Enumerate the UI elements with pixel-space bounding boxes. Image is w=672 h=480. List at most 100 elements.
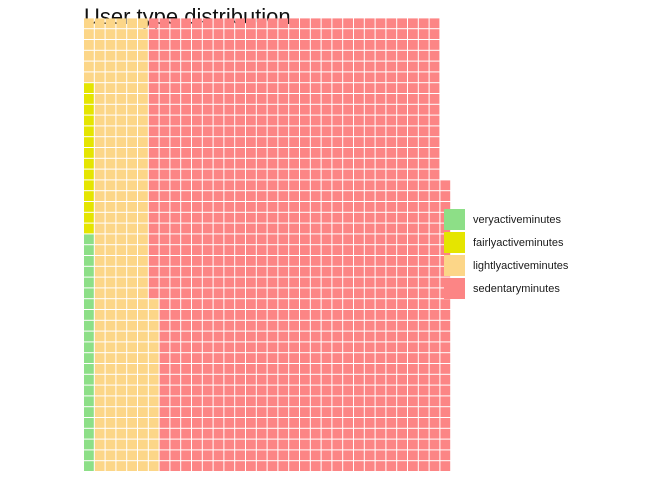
waffle-square-sedentaryminutes [408,50,418,61]
waffle-square-lightlyactiveminutes [105,428,116,439]
waffle-square-sedentaryminutes [289,461,299,471]
waffle-square-sedentaryminutes [170,461,181,471]
waffle-square-sedentaryminutes [278,148,289,158]
waffle-square-sedentaryminutes [310,320,321,331]
waffle-square-sedentaryminutes [148,191,159,201]
waffle-square-sedentaryminutes [310,148,321,158]
waffle-square-sedentaryminutes [181,94,191,104]
waffle-square-sedentaryminutes [440,374,451,385]
waffle-square-sedentaryminutes [289,407,299,417]
legend-item: sedentaryminutes [444,277,568,300]
waffle-square-sedentaryminutes [213,191,224,201]
waffle-square-sedentaryminutes [159,256,170,266]
waffle-square-sedentaryminutes [321,202,332,212]
waffle-square-lightlyactiveminutes [116,310,127,320]
waffle-square-sedentaryminutes [246,310,256,320]
waffle-square-sedentaryminutes [310,115,321,126]
waffle-square-sedentaryminutes [246,40,256,50]
waffle-square-sedentaryminutes [354,428,364,439]
waffle-square-lightlyactiveminutes [105,385,116,396]
waffle-square-sedentaryminutes [386,148,397,158]
waffle-square-sedentaryminutes [408,320,418,331]
waffle-square-lightlyactiveminutes [116,245,127,255]
waffle-square-sedentaryminutes [397,299,407,309]
waffle-square-sedentaryminutes [332,277,343,288]
waffle-square-sedentaryminutes [213,202,224,212]
waffle-square-lightlyactiveminutes [105,277,116,288]
waffle-square-sedentaryminutes [375,320,386,331]
waffle-square-sedentaryminutes [289,245,299,255]
waffle-square-lightlyactiveminutes [116,428,127,439]
waffle-square-sedentaryminutes [332,137,343,147]
waffle-square-sedentaryminutes [181,169,191,180]
waffle-square-sedentaryminutes [354,310,364,320]
waffle-square-lightlyactiveminutes [148,450,159,461]
waffle-square-lightlyactiveminutes [105,50,116,61]
waffle-square-sedentaryminutes [408,364,418,374]
waffle-square-sedentaryminutes [181,148,191,158]
waffle-square-lightlyactiveminutes [94,310,105,320]
waffle-square-sedentaryminutes [278,374,289,385]
waffle-square-lightlyactiveminutes [127,223,137,234]
waffle-square-lightlyactiveminutes [105,299,116,309]
waffle-square-lightlyactiveminutes [94,148,105,158]
waffle-square-sedentaryminutes [343,353,353,363]
waffle-square-sedentaryminutes [246,418,256,428]
waffle-square-sedentaryminutes [408,331,418,342]
waffle-square-sedentaryminutes [332,169,343,180]
waffle-square-sedentaryminutes [256,94,267,104]
waffle-square-lightlyactiveminutes [138,137,148,147]
waffle-square-lightlyactiveminutes [148,320,159,331]
waffle-square-sedentaryminutes [375,353,386,363]
waffle-square-sedentaryminutes [397,256,407,266]
waffle-square-sedentaryminutes [375,396,386,407]
waffle-square-sedentaryminutes [429,277,440,288]
waffle-square-lightlyactiveminutes [105,18,116,29]
waffle-square-sedentaryminutes [364,385,375,396]
waffle-square-sedentaryminutes [289,374,299,385]
waffle-square-sedentaryminutes [256,428,267,439]
waffle-square-sedentaryminutes [397,310,407,320]
waffle-square-sedentaryminutes [310,418,321,428]
waffle-square-sedentaryminutes [429,428,440,439]
waffle-square-sedentaryminutes [310,331,321,342]
waffle-square-sedentaryminutes [213,331,224,342]
waffle-square-sedentaryminutes [440,364,451,374]
waffle-square-sedentaryminutes [289,158,299,169]
waffle-square-sedentaryminutes [192,191,202,201]
waffle-square-sedentaryminutes [192,137,202,147]
waffle-square-fairlyactiveminutes [84,158,94,169]
waffle-square-sedentaryminutes [310,288,321,299]
waffle-square-sedentaryminutes [224,61,235,72]
waffle-square-sedentaryminutes [213,299,224,309]
waffle-square-sedentaryminutes [343,450,353,461]
waffle-square-sedentaryminutes [235,439,245,450]
waffle-square-sedentaryminutes [354,461,364,471]
waffle-square-sedentaryminutes [332,104,343,115]
waffle-square-sedentaryminutes [246,61,256,72]
waffle-square-sedentaryminutes [408,385,418,396]
waffle-square-sedentaryminutes [289,299,299,309]
waffle-square-sedentaryminutes [224,191,235,201]
waffle-square-sedentaryminutes [213,137,224,147]
waffle-square-sedentaryminutes [343,266,353,277]
waffle-square-sedentaryminutes [375,158,386,169]
waffle-square-sedentaryminutes [246,94,256,104]
waffle-square-sedentaryminutes [429,288,440,299]
waffle-square-sedentaryminutes [202,266,213,277]
waffle-square-sedentaryminutes [310,439,321,450]
waffle-square-lightlyactiveminutes [116,29,127,39]
waffle-square-sedentaryminutes [332,407,343,417]
waffle-square-sedentaryminutes [213,256,224,266]
waffle-square-sedentaryminutes [202,331,213,342]
waffle-square-sedentaryminutes [386,353,397,363]
waffle-square-sedentaryminutes [310,104,321,115]
waffle-square-sedentaryminutes [310,191,321,201]
waffle-square-sedentaryminutes [192,50,202,61]
waffle-square-lightlyactiveminutes [138,461,148,471]
waffle-square-sedentaryminutes [343,342,353,353]
waffle-square-sedentaryminutes [397,342,407,353]
waffle-square-sedentaryminutes [321,158,332,169]
waffle-square-sedentaryminutes [235,256,245,266]
waffle-square-lightlyactiveminutes [94,256,105,266]
